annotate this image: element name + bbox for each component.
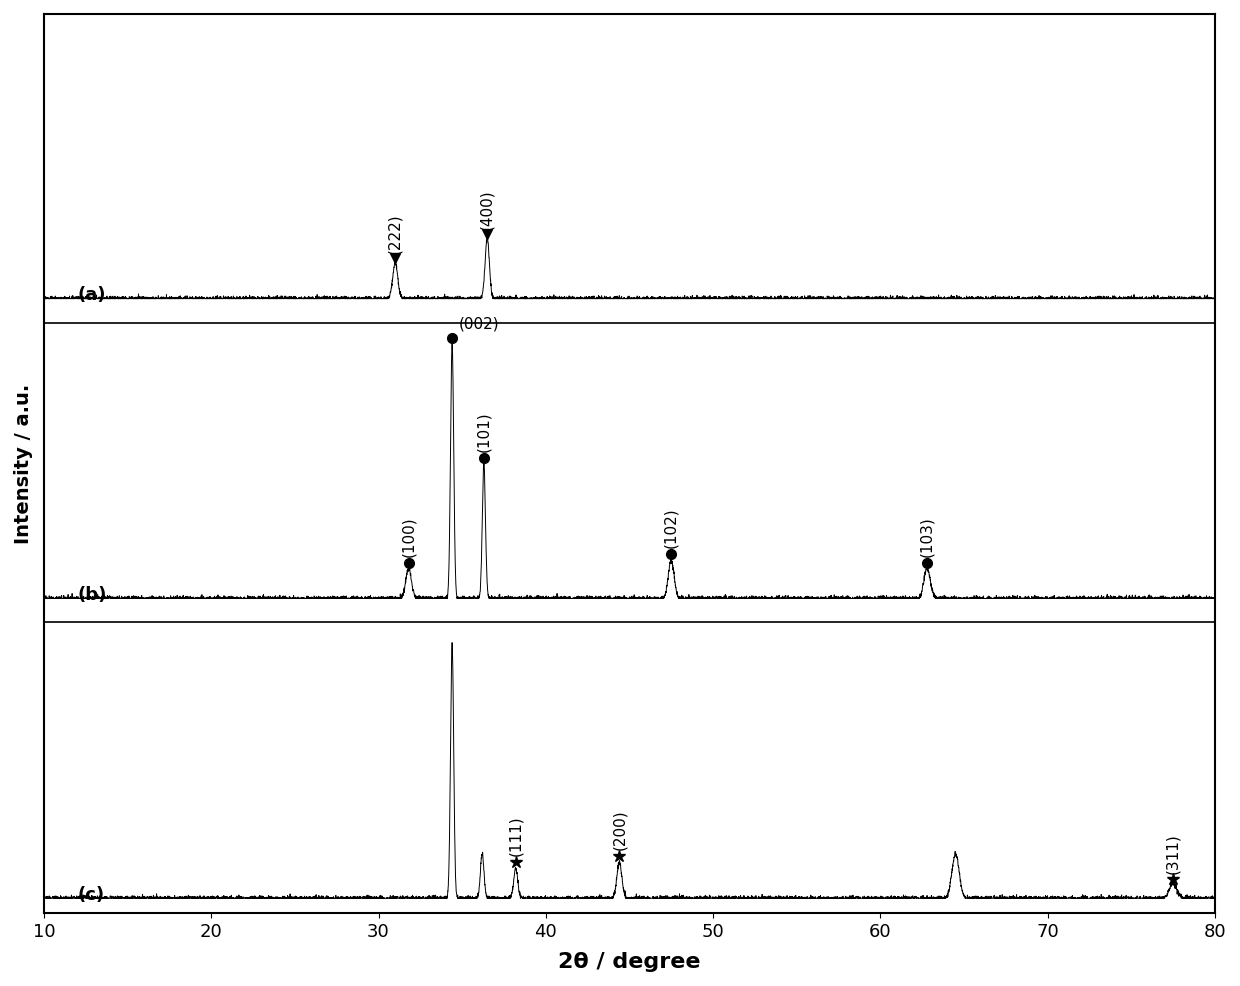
Text: (222): (222) xyxy=(388,213,403,253)
Text: (101): (101) xyxy=(476,411,491,452)
Text: (100): (100) xyxy=(401,516,417,556)
Text: (b): (b) xyxy=(77,586,107,603)
Text: (111): (111) xyxy=(508,815,523,856)
Text: (c): (c) xyxy=(77,885,104,904)
Text: (200): (200) xyxy=(611,810,627,850)
Y-axis label: Intensity / a.u.: Intensity / a.u. xyxy=(14,384,33,543)
Text: (400): (400) xyxy=(480,189,495,230)
Text: (103): (103) xyxy=(920,516,935,556)
Text: (a): (a) xyxy=(77,286,105,304)
Text: (102): (102) xyxy=(663,507,678,547)
Text: (002): (002) xyxy=(459,317,500,331)
X-axis label: 2θ / degree: 2θ / degree xyxy=(558,952,701,972)
Text: (311): (311) xyxy=(1166,833,1180,875)
